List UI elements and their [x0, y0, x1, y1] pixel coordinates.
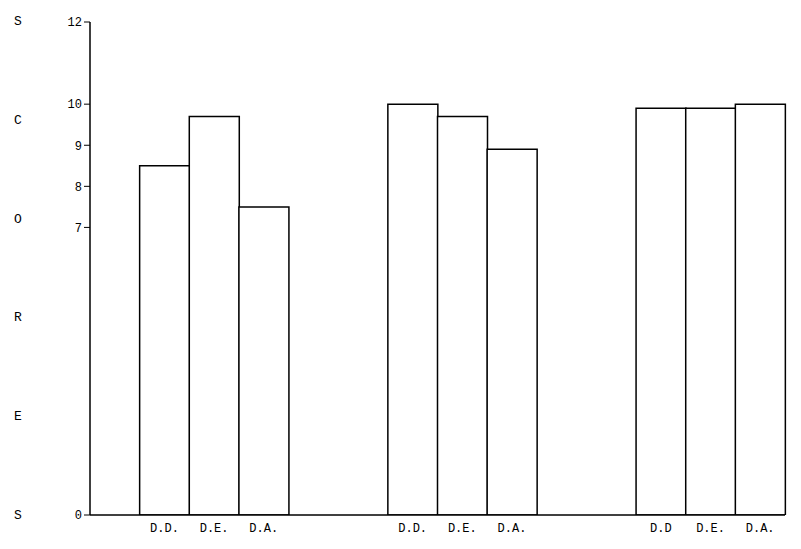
svg-text:D.A.: D.A. [746, 522, 775, 536]
svg-text:10: 10 [68, 98, 82, 112]
html-text:O: O [14, 211, 22, 227]
svg-text:D.E.: D.E. [696, 522, 725, 536]
html-text:C: C [14, 112, 22, 128]
svg-text:D.E.: D.E. [200, 522, 229, 536]
html-text:S: S [14, 14, 22, 29]
html-text:R: R [14, 310, 22, 326]
html-text:E: E [14, 409, 22, 425]
svg-text:8: 8 [75, 181, 82, 195]
svg-text:9: 9 [75, 140, 82, 154]
svg-text:D.A.: D.A. [498, 522, 527, 536]
svg-text:D.D: D.D [650, 522, 672, 536]
svg-text:12: 12 [68, 16, 82, 30]
svg-text:D.D.: D.D. [150, 522, 179, 536]
svg-text:7: 7 [75, 222, 82, 236]
html-text:S: S [14, 508, 22, 523]
svg-text:0: 0 [75, 509, 82, 523]
svg-text:D.E.: D.E. [448, 522, 477, 536]
svg-text:D.D.: D.D. [398, 522, 427, 536]
svg-text:D.A.: D.A. [249, 522, 278, 536]
